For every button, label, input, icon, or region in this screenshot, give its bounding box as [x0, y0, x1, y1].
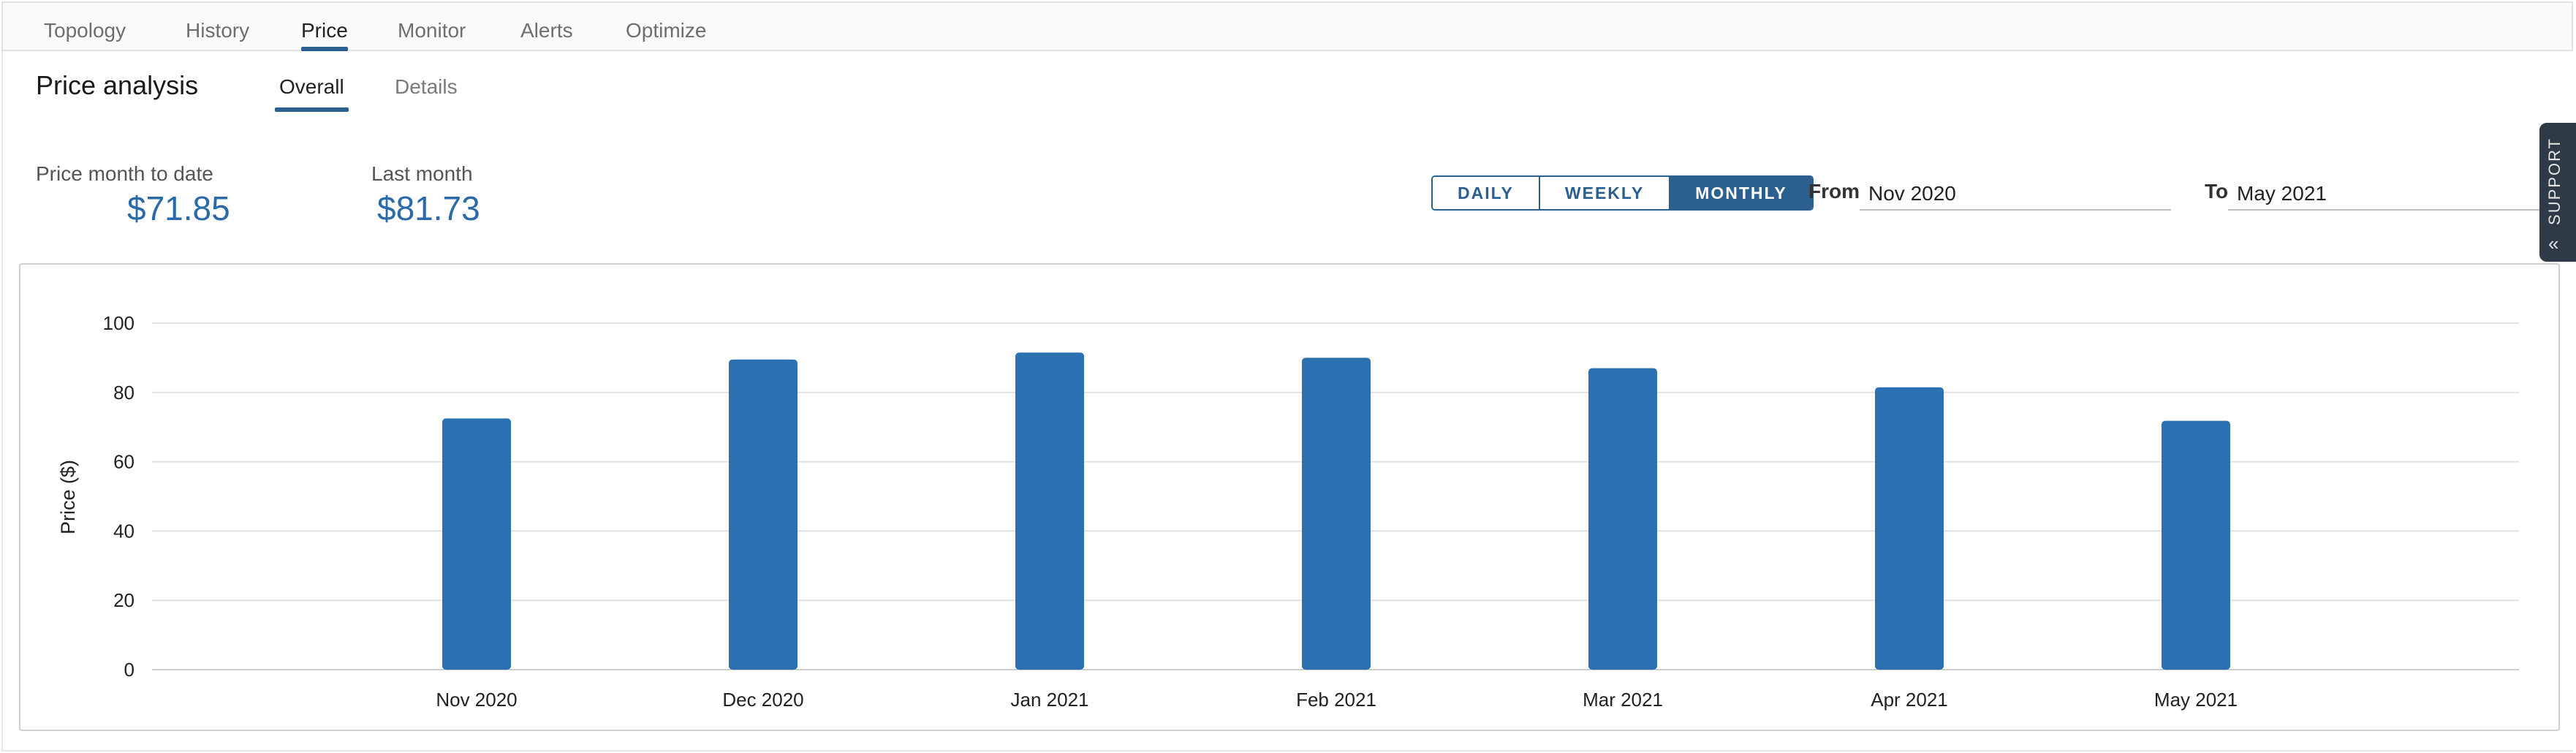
bar-nov-2020[interactable]	[442, 418, 511, 670]
x-axis-ticks: Nov 2020 Dec 2020 Jan 2021 Feb 2021 Mar 2021…	[436, 689, 2238, 711]
daily-button[interactable]: DAILY	[1433, 177, 1540, 209]
x-tick-label: May 2021	[2154, 689, 2238, 711]
x-tick-label: Apr 2021	[1871, 689, 1948, 711]
x-tick-label: Dec 2020	[722, 689, 803, 711]
y-tick-label: 80	[113, 382, 135, 404]
to-date-input[interactable]	[2228, 178, 2539, 211]
support-tab[interactable]: SUPPORT «	[2539, 123, 2576, 262]
price-bar-chart: 0 20 40 60 80 100 Nov 2020 Dec 2020 Jan 2021 Feb…	[57, 312, 2519, 711]
x-tick-label: Mar 2021	[1583, 689, 1663, 711]
to-label: To	[2205, 180, 2229, 203]
granularity-toggle: DAILY WEEKLY MONTHLY	[1431, 175, 1814, 211]
tab-history[interactable]: History	[186, 19, 250, 42]
from-label: From	[1808, 180, 1860, 203]
price-chart-card: 0 20 40 60 80 100 Nov 2020 Dec 2020 Jan 2021 Feb…	[19, 263, 2560, 731]
last-month-label: Last month	[371, 162, 473, 185]
month-to-date-value: $71.85	[127, 189, 230, 227]
y-tick-label: 0	[124, 659, 135, 681]
bar-dec-2020[interactable]	[729, 359, 798, 670]
bar-may-2021[interactable]	[2162, 420, 2230, 670]
x-tick-label: Feb 2021	[1296, 689, 1376, 711]
month-to-date-label: Price month to date	[36, 162, 213, 185]
x-tick-label: Nov 2020	[436, 689, 517, 711]
y-tick-label: 100	[103, 312, 135, 334]
monthly-button[interactable]: MONTHLY	[1670, 177, 1812, 209]
chart-bars	[442, 352, 2230, 670]
subtab-overall[interactable]: Overall	[275, 75, 349, 112]
y-tick-label: 60	[113, 451, 135, 473]
tab-topology[interactable]: Topology	[44, 19, 126, 42]
bar-feb-2021[interactable]	[1302, 357, 1371, 670]
y-tick-label: 40	[113, 520, 135, 542]
from-date-input[interactable]	[1860, 178, 2171, 211]
y-tick-label: 20	[113, 589, 135, 611]
page-title: Price analysis	[36, 70, 199, 100]
subtab-details[interactable]: Details	[395, 75, 458, 98]
x-tick-label: Jan 2021	[1011, 689, 1089, 711]
weekly-button[interactable]: WEEKLY	[1539, 177, 1671, 209]
support-label: SUPPORT	[2545, 137, 2564, 225]
y-axis-label: Price ($)	[57, 460, 79, 534]
double-chevron-left-icon: «	[2548, 232, 2559, 254]
tab-price[interactable]: Price	[301, 3, 348, 51]
tab-optimize[interactable]: Optimize	[626, 19, 707, 42]
last-month-value: $81.73	[377, 189, 480, 227]
bar-mar-2021[interactable]	[1588, 368, 1657, 670]
top-nav: Topology History Price Monitor Alerts Op…	[1, 1, 2573, 51]
y-axis-ticks: 0 20 40 60 80 100	[103, 312, 135, 681]
bar-jan-2021[interactable]	[1015, 352, 1084, 670]
bar-apr-2021[interactable]	[1875, 387, 1944, 670]
tab-monitor[interactable]: Monitor	[398, 19, 466, 42]
tab-alerts[interactable]: Alerts	[520, 19, 573, 42]
